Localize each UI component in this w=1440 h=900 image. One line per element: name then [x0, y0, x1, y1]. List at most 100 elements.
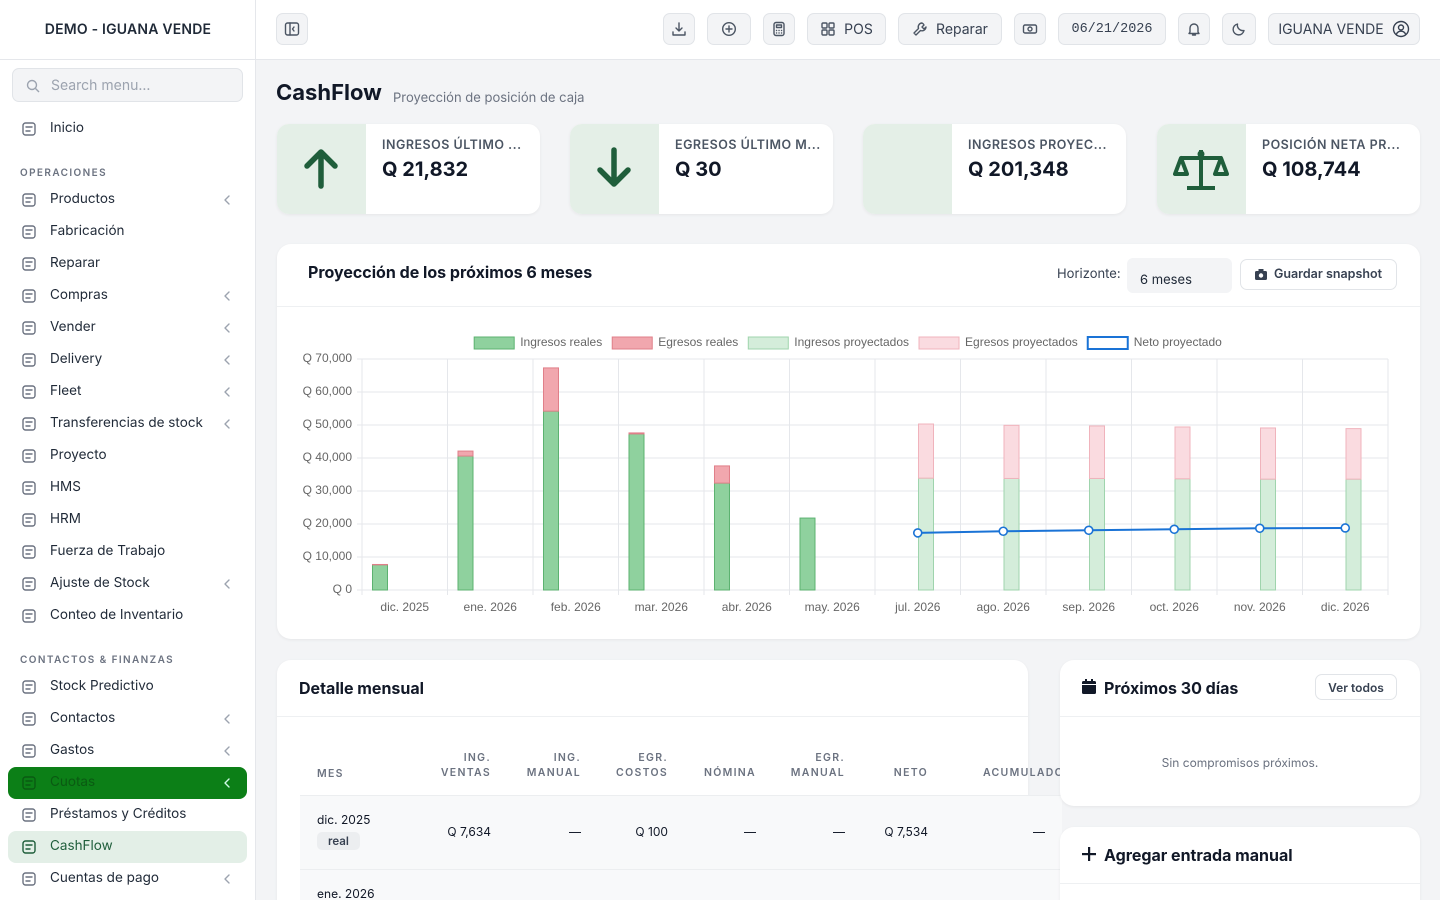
table-cell: —: [569, 824, 581, 839]
menu-item[interactable]: Gastos: [8, 735, 247, 767]
line-point: [1169, 524, 1180, 535]
cash-button[interactable]: [1014, 13, 1046, 45]
sidebar: DEMO - IGUANA VENDE Search menu... Inici…: [0, 0, 256, 900]
column-header-cell: ING. VENTAS: [401, 750, 491, 780]
page-title: CashFlow: [276, 80, 382, 106]
sidebar-toggle[interactable]: [276, 13, 308, 45]
icon-part: [775, 24, 783, 29]
menu-item[interactable]: Ajuste de Stock: [8, 568, 247, 600]
menu-icon: [22, 353, 36, 367]
table-cell: ene. 2026: [317, 886, 375, 900]
icon-part: [725, 25, 733, 33]
menu-icon: [22, 122, 36, 136]
icon-part: [1197, 150, 1205, 158]
menu-item[interactable]: Vender: [8, 312, 247, 344]
icon-part: [224, 746, 230, 756]
icon-part: [22, 289, 36, 303]
icon: [721, 21, 737, 37]
icon: [672, 22, 686, 36]
icon-part: [22, 321, 36, 335]
pos-button[interactable]: POS: [807, 13, 886, 45]
menu-item[interactable]: Fuerza de Trabajo: [8, 536, 247, 568]
menu-item[interactable]: Préstamos y Créditos: [8, 799, 247, 831]
icon-part: [22, 449, 36, 463]
menu-label: Fuerza de Trabajo: [50, 543, 166, 559]
card-title: Detalle mensual: [299, 678, 424, 698]
menu-label: Conteo de Inventario: [50, 607, 184, 623]
icon-part: [22, 417, 36, 431]
menu-item[interactable]: Fabricación: [8, 216, 247, 248]
menu-item[interactable]: Conteo de Inventario: [8, 600, 247, 632]
menu-item[interactable]: HMS: [8, 472, 247, 504]
menu-label: Fleet: [50, 383, 82, 399]
menu-item[interactable]: HRM: [8, 504, 247, 536]
menu-icon: [22, 776, 36, 790]
y-tick-label: Q 40,000: [303, 450, 353, 464]
bar: [628, 432, 645, 435]
icon-part: [1082, 684, 1096, 685]
legend-swatch: [473, 336, 515, 350]
menu-label: Inicio: [50, 120, 84, 136]
search-box[interactable]: Search menu...: [12, 68, 243, 102]
legend: Ingresos reales Egresos reales Ingresos pr…: [473, 335, 1222, 350]
horizon-select[interactable]: 6 meses: [1127, 258, 1232, 293]
menu-item[interactable]: Fleet: [8, 376, 247, 408]
column-header-cell: EGR. COSTOS: [578, 750, 668, 780]
table-cell: Q 100: [635, 824, 668, 839]
column-header: NÓMINA: [703, 766, 756, 779]
notifications-button[interactable]: [1178, 13, 1210, 45]
line-point: [1254, 523, 1265, 534]
section-title: OPERACIONES: [20, 167, 107, 179]
menu-label: Vender: [50, 319, 96, 335]
icon-part: [1027, 26, 1033, 32]
date-button[interactable]: 06/21/2026: [1058, 13, 1166, 45]
bar: [1003, 424, 1020, 479]
bar: [457, 450, 474, 457]
icon-part: [775, 29, 783, 34]
menu-label: Stock Predictivo: [50, 678, 154, 694]
button-label: Guardar snapshot: [1273, 267, 1382, 282]
add-button[interactable]: [707, 13, 751, 45]
menu-label: Proyecto: [50, 447, 107, 463]
theme-button[interactable]: [1222, 13, 1256, 45]
icon-part: [1258, 269, 1264, 272]
menu-item[interactable]: Proyecto: [8, 440, 247, 472]
menu-item[interactable]: Delivery: [8, 344, 247, 376]
menu-item[interactable]: Compras: [8, 280, 247, 312]
legend-item: Egresos proyectados: [918, 335, 1078, 350]
table-row: [300, 869, 1062, 900]
menu-item[interactable]: Cuotas: [8, 767, 247, 799]
icon-part: [304, 149, 338, 189]
column-header-cell: ING. MANUAL: [491, 750, 581, 780]
legend-item: Ingresos reales: [473, 335, 602, 350]
menu-item[interactable]: CashFlow: [8, 831, 247, 863]
icon-part: [828, 29, 835, 36]
icon-part: [224, 355, 230, 365]
bar: [542, 410, 559, 591]
menu-item[interactable]: Stock Predictivo: [8, 671, 247, 703]
icon: [1022, 24, 1038, 34]
menu-item[interactable]: Cuentas de pago: [8, 863, 247, 895]
view-all-button[interactable]: Ver todos: [1315, 674, 1397, 700]
icon: [773, 21, 785, 37]
menu-item[interactable]: Contactos: [8, 703, 247, 735]
snapshot-button[interactable]: Guardar snapshot: [1240, 259, 1397, 290]
icon-part: [1173, 150, 1229, 190]
menu-icon: [22, 449, 36, 463]
bar: [628, 433, 645, 591]
legend-swatch: [747, 336, 789, 350]
divider: [277, 306, 1420, 307]
x-tick-label: dic. 2026: [1321, 600, 1370, 614]
menu-item[interactable]: Reparar: [8, 248, 247, 280]
menu-item[interactable]: Transferencias de stock: [8, 408, 247, 440]
user-button[interactable]: IGUANA VENDE: [1268, 13, 1420, 45]
menu-item[interactable]: Inicio: [8, 113, 247, 145]
divider: [1060, 883, 1420, 884]
menu-icon: [22, 545, 36, 559]
calculator-button[interactable]: [763, 13, 795, 45]
menu-label: Compras: [50, 287, 108, 303]
column-header: NETO: [893, 766, 928, 779]
menu-item[interactable]: Productos: [8, 184, 247, 216]
repair-button[interactable]: Reparar: [898, 13, 1002, 45]
download-button[interactable]: [663, 13, 695, 45]
